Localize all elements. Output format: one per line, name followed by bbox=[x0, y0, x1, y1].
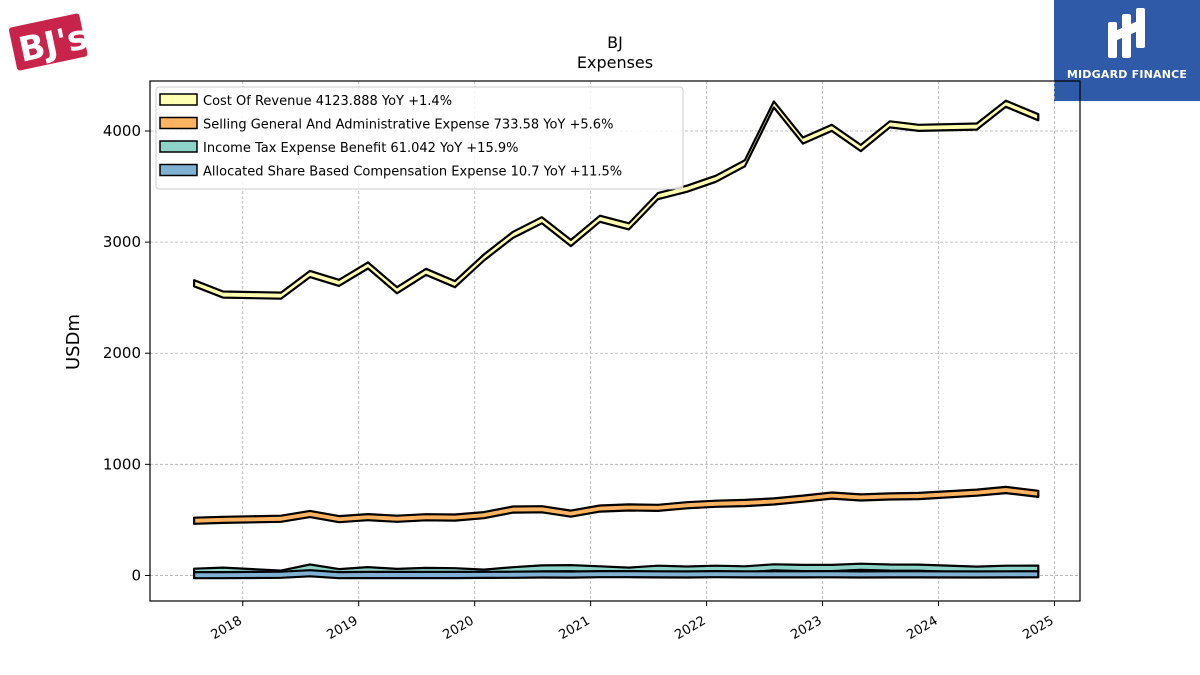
legend-box bbox=[155, 86, 684, 190]
chart-subtitle: Expenses bbox=[577, 53, 653, 72]
x-tick-label: 2023 bbox=[788, 613, 824, 643]
chart-title: BJ bbox=[607, 33, 623, 52]
series-area-4 bbox=[193, 569, 1040, 580]
bjs-logo: BJ's bbox=[8, 8, 91, 74]
legend-swatch bbox=[159, 93, 198, 106]
series-areas bbox=[193, 99, 1040, 580]
x-tick-label: 2018 bbox=[209, 613, 245, 643]
midgard-finance-logo-text: MIDGARD FINANCE bbox=[1066, 68, 1188, 81]
legend-label: Selling General And Administrative Expen… bbox=[203, 118, 613, 133]
plot-frame bbox=[149, 80, 1081, 602]
y-axis-label: USDm bbox=[63, 314, 84, 370]
x-tick-label: 2020 bbox=[441, 613, 477, 643]
legend-label: Allocated Share Based Compensation Expen… bbox=[203, 165, 622, 180]
x-tick-label: 2025 bbox=[1020, 613, 1056, 643]
series-area-2 bbox=[193, 485, 1040, 525]
x-tick-label: 2021 bbox=[556, 613, 592, 643]
y-tick-label: 2000 bbox=[103, 344, 141, 362]
legend-swatch bbox=[159, 140, 198, 153]
y-tick-label: 1000 bbox=[103, 455, 141, 473]
y-tick-label: 0 bbox=[131, 566, 141, 584]
legend-swatch bbox=[159, 116, 198, 130]
series-area-1 bbox=[193, 99, 1040, 300]
legend-swatch bbox=[159, 163, 198, 177]
x-tick-label: 2024 bbox=[904, 613, 940, 643]
y-tick-label: 4000 bbox=[103, 122, 141, 140]
legend-label: Income Tax Expense Benefit 61.042 YoY +1… bbox=[203, 141, 518, 156]
legend: Cost Of Revenue 4123.888 YoY +1.4% Sellin… bbox=[155, 86, 684, 190]
x-tick-label: 2022 bbox=[672, 613, 708, 643]
midgard-finance-logo: MIDGARD FINANCE bbox=[1054, 0, 1200, 101]
x-tick-label: 2019 bbox=[325, 613, 361, 643]
y-tick-label: 3000 bbox=[103, 233, 141, 251]
legend-label: Cost Of Revenue 4123.888 YoY +1.4% bbox=[203, 94, 452, 109]
